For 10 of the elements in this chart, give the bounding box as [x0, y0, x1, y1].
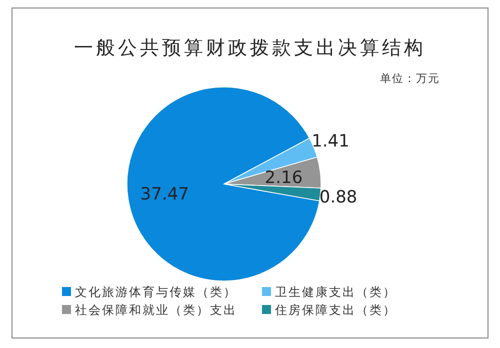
data-label: 2.16 — [264, 168, 303, 188]
legend-label: 社会保障和就业（类）支出 — [75, 303, 237, 317]
data-label: 1.41 — [312, 132, 350, 152]
legend-label: 卫生健康支出（类） — [275, 285, 396, 299]
data-label: 37.47 — [140, 184, 189, 205]
legend-label: 住房保障支出（类） — [274, 303, 396, 317]
chart-title: 一般公共预算财政拨款支出决算结构 — [74, 37, 426, 59]
text: 单位：万元 — [380, 72, 440, 85]
data-label: 0.88 — [319, 187, 358, 208]
legend-label: 文化旅游体育与传媒（类） — [75, 285, 237, 299]
